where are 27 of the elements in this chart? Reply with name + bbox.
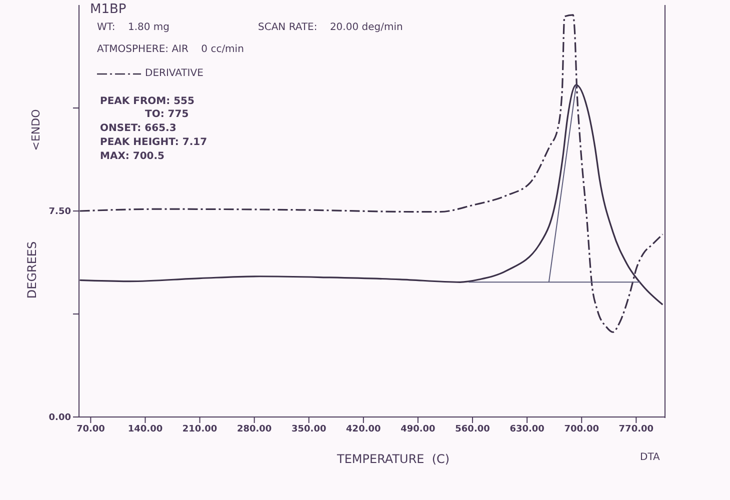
- x-tick-label: 70.00: [76, 424, 105, 434]
- annotation: ATMOSPHERE: AIR 0 cc/min: [97, 44, 244, 55]
- x-tick-label: 420.00: [346, 424, 381, 434]
- x-tick-label: 490.00: [400, 424, 436, 434]
- y-tick-label: 7.50: [48, 207, 71, 218]
- annotation: PEAK HEIGHT: 7.17: [100, 137, 208, 148]
- x-tick-label: 280.00: [236, 424, 272, 434]
- x-tick-label: 770.00: [618, 424, 654, 434]
- text: DTA: [640, 452, 660, 463]
- x-tick-label: 560.00: [455, 424, 490, 434]
- text: <ENDO: [30, 109, 42, 151]
- chart-title: M1BP: [90, 2, 126, 17]
- annotation: TO: 775: [145, 109, 189, 120]
- x-tick-label: 630.00: [510, 424, 544, 434]
- annotation: ONSET: 665.3: [100, 123, 176, 134]
- x-tick-label: 210.00: [182, 424, 218, 434]
- annotation: PEAK FROM: 555: [100, 96, 194, 107]
- y-axis-title: DEGREES: [25, 241, 39, 299]
- annotation: WT: 1.80 mg: [97, 22, 170, 33]
- x-axis-title: TEMPERATURE (C): [337, 452, 450, 466]
- x-tick-label: 700.00: [564, 424, 599, 434]
- x-tick-label: 140.00: [128, 424, 163, 434]
- x-tick-label: 350.00: [292, 424, 326, 434]
- y-tick-label: 0.00: [48, 413, 71, 424]
- annotation: SCAN RATE: 20.00 deg/min: [258, 22, 403, 33]
- annotation: MAX: 700.5: [100, 151, 165, 162]
- legend-label: DERIVATIVE: [145, 68, 204, 79]
